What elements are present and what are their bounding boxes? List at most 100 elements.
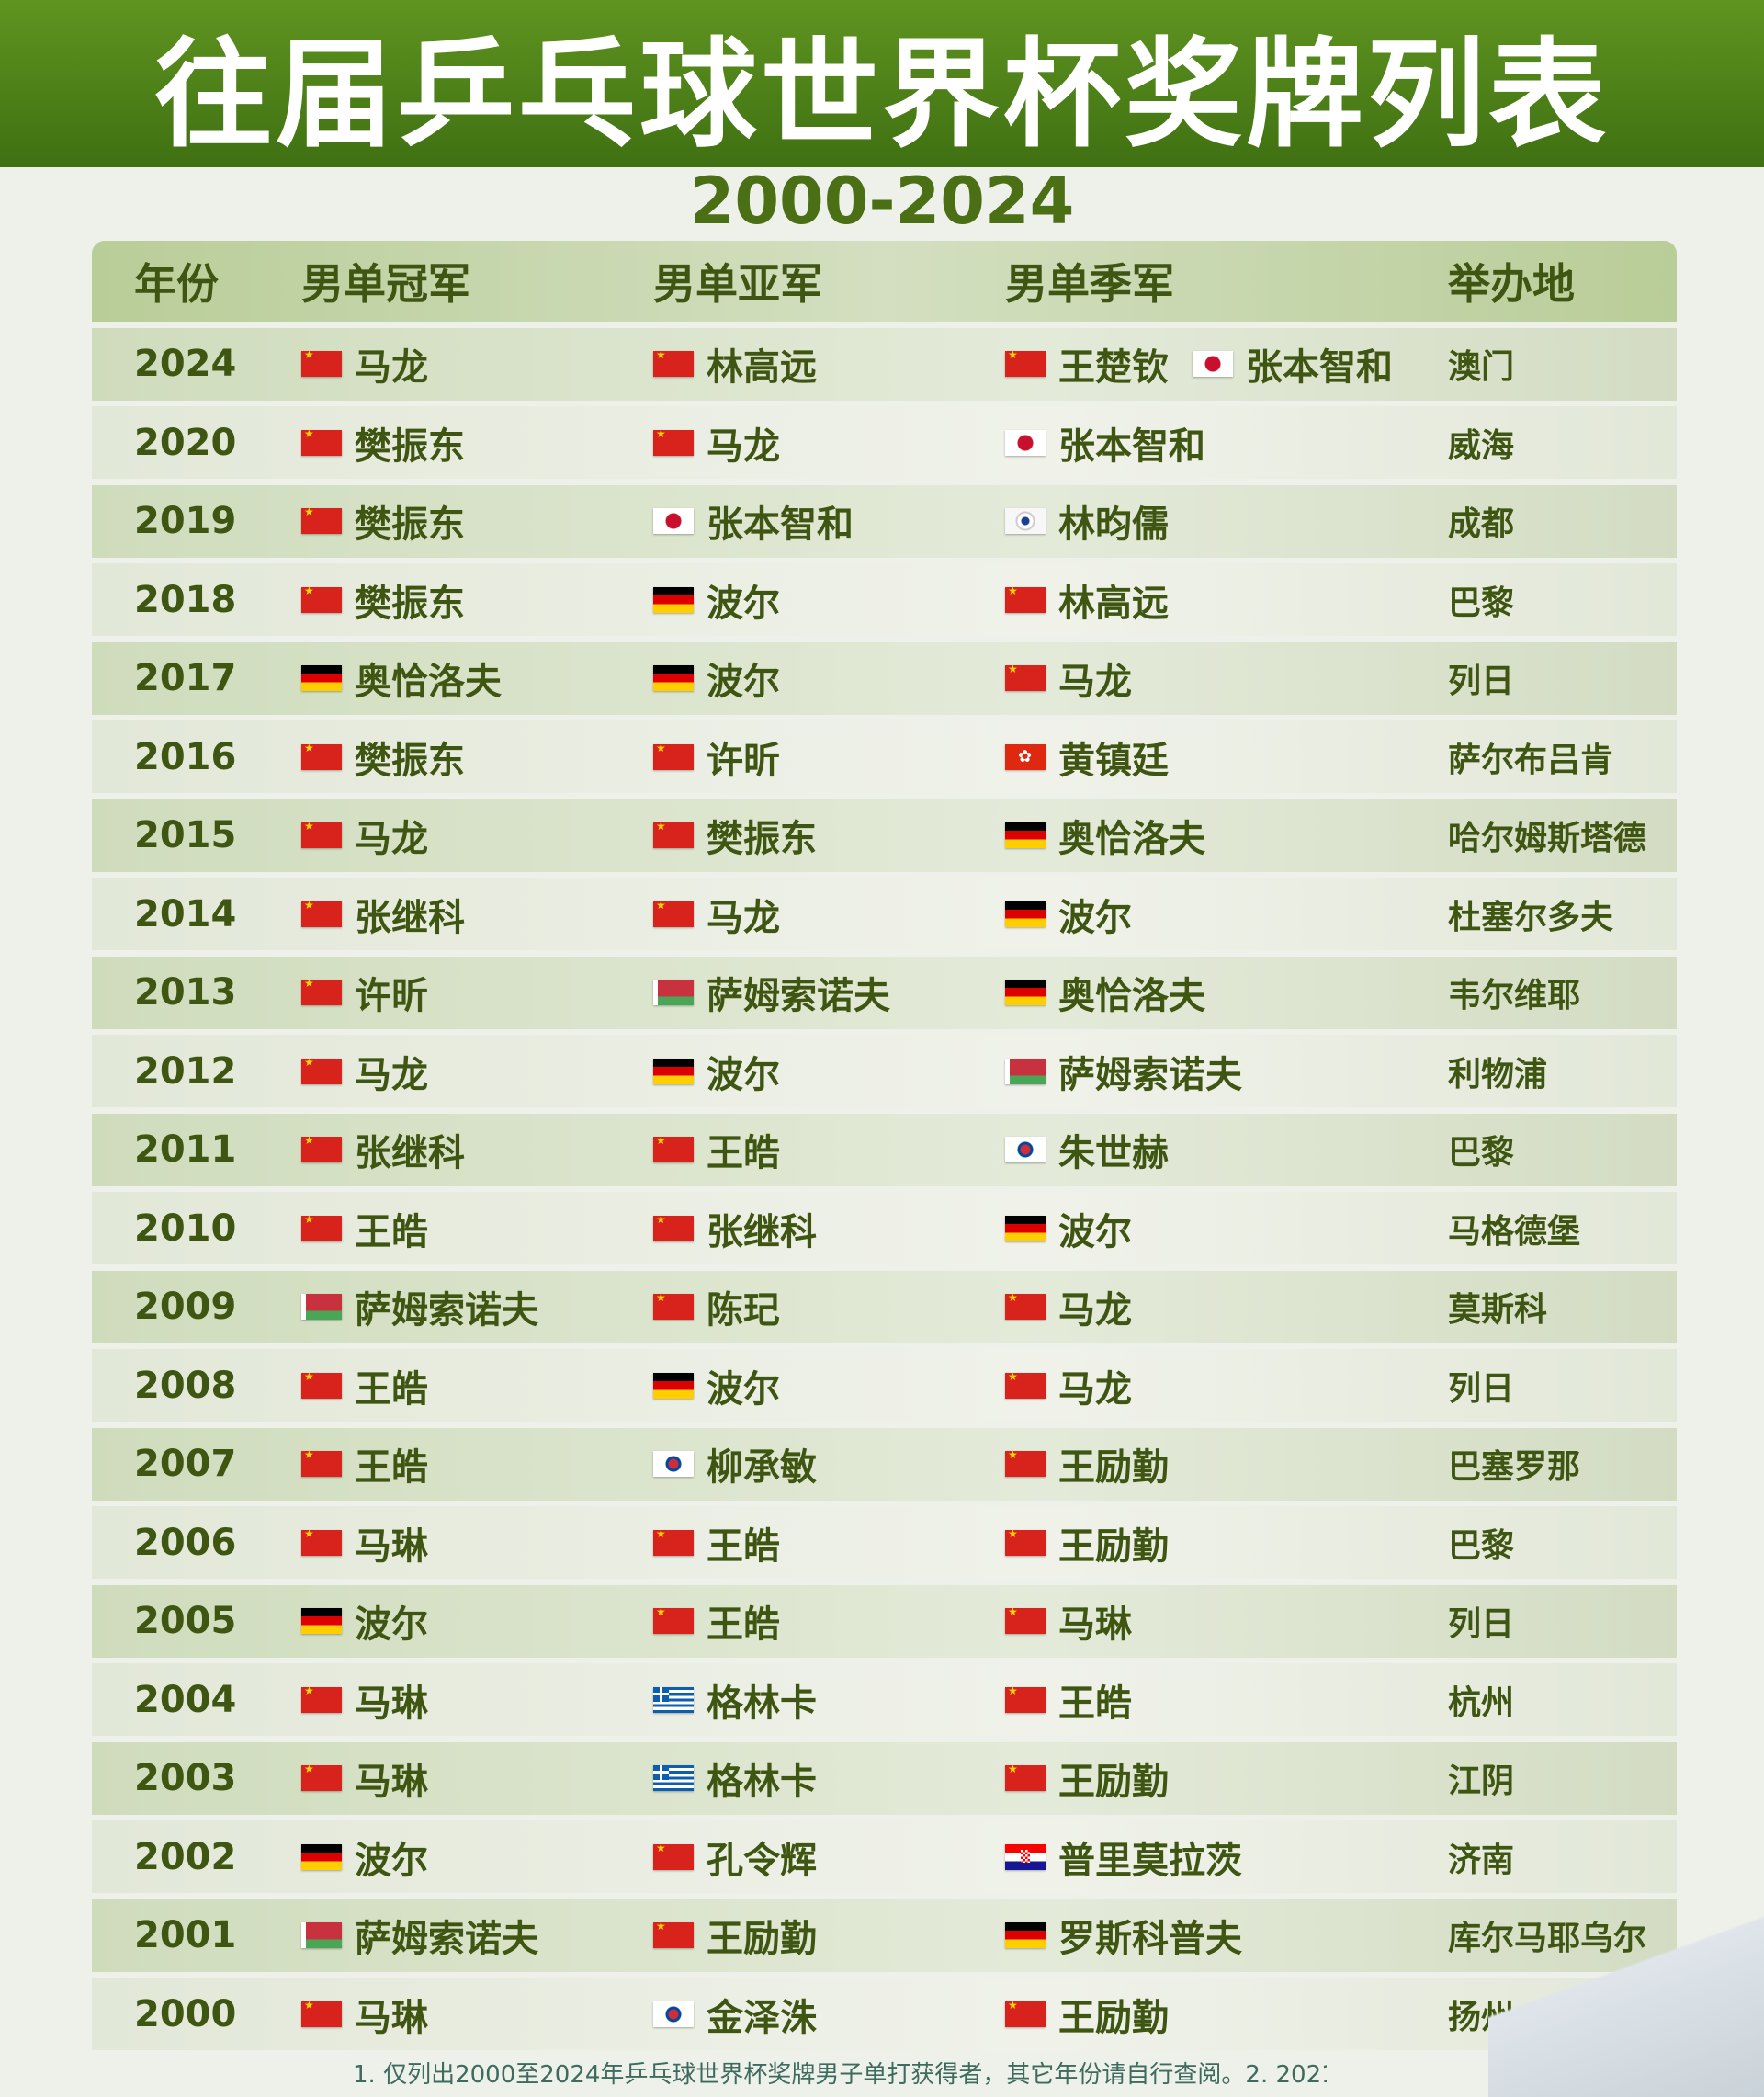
flag-gre-icon (653, 1686, 694, 1713)
runner-up-cell: 波尔 (653, 1359, 1005, 1412)
athlete: 马龙 (1005, 652, 1132, 705)
host-cell: 威海 (1448, 426, 1515, 465)
table-row: 2020 樊振东 马龙 张本智和 威海 (92, 406, 1677, 479)
third-cell: 萨姆索诺夫 (1005, 1045, 1448, 1098)
athlete-name: 王皓 (355, 1367, 428, 1411)
athlete: 马龙 (1005, 1280, 1132, 1333)
year-cell: 2012 (134, 1049, 237, 1093)
table-row: 2004 马琳 格林卡 王皓 杭州 (92, 1663, 1677, 1736)
athlete-name: 孔令辉 (707, 1839, 817, 1882)
runner-up-cell: 马龙 (653, 888, 1005, 941)
host-cell: 巴黎 (1448, 1526, 1515, 1565)
athlete: 樊振东 (301, 494, 653, 548)
year-cell: 2003 (134, 1757, 237, 1799)
champion-cell: 王皓 (301, 1359, 653, 1412)
athlete: 马龙 (301, 337, 653, 391)
third-cell: 王励勤 (1005, 1751, 1448, 1805)
third-cell: 马琳 (1005, 1594, 1448, 1648)
third-cell: 马龙 (1005, 1280, 1448, 1333)
athlete: 马琳 (301, 1673, 653, 1727)
champion-cell: 樊振东 (301, 416, 653, 470)
athlete-name: 樊振东 (355, 504, 465, 546)
athlete-name: 张继科 (355, 896, 465, 939)
year-cell: 2001 (134, 1914, 237, 1956)
runner-up-cell: 波尔 (653, 652, 1005, 705)
runner-up-cell: 林高远 (653, 337, 1005, 391)
athlete-name: 格林卡 (707, 1761, 817, 1803)
flag-cn-icon (301, 1763, 342, 1791)
table-row: 2017 奥恰洛夫 波尔 马龙 列日 (92, 641, 1677, 715)
host-cell: 列日 (1448, 663, 1515, 700)
champion-cell: 波尔 (301, 1831, 653, 1884)
athlete-name: 波尔 (707, 661, 780, 703)
champion-cell: 樊振东 (301, 494, 653, 548)
runner-up-cell: 柳承敏 (653, 1437, 1005, 1491)
athlete-name: 黄镇廷 (1058, 739, 1169, 782)
athlete-name: 王皓 (355, 1210, 428, 1253)
flag-blr-icon (653, 980, 694, 1005)
runner-up-cell: 波尔 (653, 1045, 1005, 1098)
flag-de-icon (653, 665, 694, 691)
athlete-name: 波尔 (1058, 896, 1132, 939)
champion-cell: 张继科 (301, 888, 653, 941)
champion-cell: 奥恰洛夫 (301, 652, 653, 705)
flag-cn-icon (1005, 584, 1046, 613)
flag-cn-icon (1005, 1605, 1046, 1634)
athlete-name: 樊振东 (355, 582, 465, 625)
flag-de-icon (301, 1608, 342, 1634)
champion-cell: 马龙 (301, 1045, 653, 1098)
champion-cell: 马龙 (301, 809, 653, 862)
page-title: 往届乒乓球世界杯奖牌列表 (153, 26, 1610, 164)
table-row: 2005 波尔 王皓 马琳 列日 (92, 1584, 1677, 1658)
athlete: 王励勤 (1005, 1437, 1169, 1491)
flag-blr-icon (1005, 1058, 1046, 1084)
athlete: 格林卡 (653, 1673, 1005, 1727)
header-runner-up: 男单亚军 (653, 259, 822, 309)
flag-cn-icon (653, 1920, 694, 1948)
athlete-name: 马龙 (1058, 1367, 1132, 1411)
host-cell: 杜塞尔多夫 (1448, 898, 1614, 936)
athlete-name: 樊振东 (355, 425, 465, 468)
athlete-name: 王励勤 (1058, 1525, 1169, 1568)
athlete-name: 王楚钦 (1058, 346, 1169, 389)
athlete-name: 罗斯科普夫 (1058, 1918, 1242, 1960)
athlete-name: 波尔 (355, 1604, 428, 1646)
year-cell: 2016 (134, 735, 237, 778)
flag-cn-icon (653, 1134, 694, 1162)
year-cell: 2017 (134, 657, 237, 699)
athlete: 奥恰洛夫 (301, 652, 653, 705)
athlete: 萨姆索诺夫 (1005, 1045, 1242, 1098)
flag-cn-icon (301, 1684, 342, 1713)
athlete: 波尔 (301, 1594, 653, 1648)
runner-up-cell: 波尔 (653, 573, 1005, 627)
third-cell: 波尔 (1005, 1202, 1448, 1255)
athlete-name: 王皓 (1058, 1682, 1132, 1725)
athlete: 马龙 (653, 888, 1005, 941)
athlete: 王励勤 (1005, 1988, 1169, 2041)
host-cell: 利物浦 (1448, 1055, 1548, 1094)
runner-up-cell: 王励勤 (653, 1909, 1005, 1962)
athlete: 奥恰洛夫 (1005, 966, 1205, 1019)
table-row: 2015 马龙 樊振东 奥恰洛夫 哈尔姆斯塔德 (92, 799, 1677, 872)
year-cell: 2024 (134, 343, 237, 385)
athlete: 许昕 (301, 966, 653, 1019)
year-cell: 2018 (134, 578, 237, 621)
champion-cell: 马琳 (301, 1673, 653, 1727)
athlete-name: 王皓 (707, 1132, 780, 1174)
page-subtitle: 2000-2024 (689, 164, 1075, 239)
flag-de-icon (1005, 1922, 1046, 1948)
athlete-name: 王皓 (707, 1525, 780, 1568)
athlete: 王皓 (653, 1516, 1005, 1570)
host-cell: 萨尔布吕肯 (1448, 741, 1614, 779)
flag-cn-icon (301, 1370, 342, 1399)
flag-jp-icon (653, 508, 694, 534)
athlete-name: 普里莫拉茨 (1058, 1839, 1242, 1882)
table-row: 2014 张继科 马龙 波尔 杜塞尔多夫 (92, 878, 1677, 950)
athlete: 王皓 (1005, 1673, 1132, 1727)
athlete-name: 王励勤 (707, 1918, 817, 1960)
athlete: 张继科 (301, 1123, 653, 1176)
champion-cell: 樊振东 (301, 731, 653, 784)
athlete-name: 波尔 (1058, 1210, 1132, 1253)
runner-up-cell: 格林卡 (653, 1751, 1005, 1805)
